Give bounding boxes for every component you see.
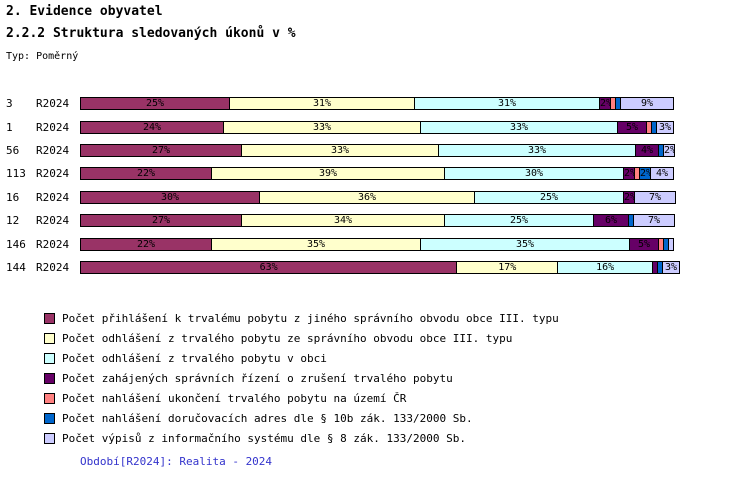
- bar-segment: 4%: [650, 167, 674, 181]
- legend-label: Počet výpisů z informačního systému dle …: [62, 431, 466, 445]
- bar-segment: 7%: [633, 214, 675, 228]
- bar-segment: 22%: [80, 237, 212, 251]
- bar-segment: 33%: [420, 120, 618, 134]
- bar-segment: 5%: [629, 237, 659, 251]
- bar-row: 1 R2024 24% 33% 33% 5% 3%: [6, 115, 680, 138]
- row-period-label: R2024: [36, 120, 70, 134]
- bar-segment: 2%: [623, 190, 635, 204]
- bar-segment: 27%: [80, 143, 242, 157]
- row-period-label: R2024: [36, 97, 70, 111]
- legend-item: Počet nahlášení ukončení trvalého pobytu…: [44, 388, 559, 408]
- row-period-label: R2024: [36, 190, 70, 204]
- legend-swatch: [44, 352, 55, 364]
- bar-segment: 30%: [80, 190, 260, 204]
- bar-segment: 4%: [635, 143, 659, 157]
- legend-swatch: [44, 432, 55, 444]
- bar-segment: 33%: [438, 143, 636, 157]
- bar-segment: 6%: [593, 214, 629, 228]
- bar-segment: 33%: [223, 120, 421, 134]
- legend-item: Počet odhlášení z trvalého pobytu ze spr…: [44, 328, 559, 348]
- bar-segment: 3%: [656, 120, 674, 134]
- bar-row: 12 R2024 27% 34% 25% 6% 7%: [6, 209, 680, 232]
- row-category-label: 16: [6, 190, 20, 204]
- legend-item: Počet nahlášení doručovacích adres dle §…: [44, 408, 559, 428]
- stacked-bar: 22% 35% 35% 5%: [80, 237, 680, 251]
- bar-row: 144 R2024 63% 17% 16% 3%: [6, 256, 680, 279]
- bar-segment: 33%: [241, 143, 439, 157]
- bar-segment: 36%: [259, 190, 475, 204]
- legend-item: Počet zahájených správních řízení o zruš…: [44, 368, 559, 388]
- stacked-bar-chart: 3 R2024 25% 31% 31% 2% 9% 1 R2024 24% 33% 33% 5% 3% 56…: [6, 92, 680, 279]
- row-category-label: 113: [6, 167, 26, 181]
- row-category-label: 1: [6, 120, 13, 134]
- bar-segment: 35%: [211, 237, 421, 251]
- bar-segment: 27%: [80, 214, 242, 228]
- period-note: Období[R2024]: Realita - 2024: [80, 455, 273, 468]
- bar-segment: 34%: [241, 214, 445, 228]
- page-title: 2. Evidence obyvatel: [6, 4, 163, 19]
- bar-segment: 25%: [474, 190, 624, 204]
- stacked-bar: 30% 36% 25% 2% 7%: [80, 190, 680, 204]
- bar-segment: 25%: [444, 214, 594, 228]
- legend-swatch: [44, 332, 55, 344]
- bar-segment: [668, 237, 674, 251]
- chart-legend: Počet přihlášení k trvalému pobytu z jin…: [44, 308, 559, 448]
- bar-row: 3 R2024 25% 31% 31% 2% 9%: [6, 92, 680, 115]
- legend-label: Počet odhlášení z trvalého pobytu v obci: [62, 351, 327, 365]
- bar-row: 16 R2024 30% 36% 25% 2% 7%: [6, 186, 680, 209]
- bar-segment: 7%: [634, 190, 676, 204]
- stacked-bar: 24% 33% 33% 5% 3%: [80, 120, 680, 134]
- bar-row: 146 R2024 22% 35% 35% 5%: [6, 232, 680, 255]
- stacked-bar: 63% 17% 16% 3%: [80, 260, 680, 274]
- bar-segment: 5%: [617, 120, 647, 134]
- row-period-label: R2024: [36, 214, 70, 228]
- legend-label: Počet nahlášení ukončení trvalého pobytu…: [62, 391, 407, 405]
- legend-label: Počet nahlášení doručovacích adres dle §…: [62, 411, 473, 425]
- legend-label: Počet odhlášení z trvalého pobytu ze spr…: [62, 331, 513, 345]
- legend-swatch: [44, 312, 55, 324]
- legend-item: Počet výpisů z informačního systému dle …: [44, 428, 559, 448]
- bar-row: 113 R2024 22% 39% 30% 2% 2% 4%: [6, 162, 680, 185]
- row-category-label: 146: [6, 237, 26, 251]
- bar-segment: 31%: [229, 97, 415, 111]
- bar-segment: 24%: [80, 120, 224, 134]
- stacked-bar: 27% 33% 33% 4% 2%: [80, 143, 680, 157]
- bar-segment: 25%: [80, 97, 230, 111]
- row-period-label: R2024: [36, 143, 70, 157]
- bar-segment: 17%: [456, 260, 559, 274]
- row-category-label: 144: [6, 260, 26, 274]
- stacked-bar: 25% 31% 31% 2% 9%: [80, 97, 680, 111]
- legend-item: Počet přihlášení k trvalému pobytu z jin…: [44, 308, 559, 328]
- bar-segment: 31%: [414, 97, 600, 111]
- legend-item: Počet odhlášení z trvalého pobytu v obci: [44, 348, 559, 368]
- row-category-label: 3: [6, 97, 13, 111]
- legend-swatch: [44, 392, 55, 404]
- row-category-label: 12: [6, 214, 20, 228]
- bar-segment: 22%: [80, 167, 212, 181]
- row-period-label: R2024: [36, 167, 70, 181]
- chart-title: 2.2.2 Struktura sledovaných úkonů v %: [6, 26, 296, 41]
- legend-label: Počet zahájených správních řízení o zruš…: [62, 371, 453, 385]
- row-period-label: R2024: [36, 237, 70, 251]
- bar-segment: 39%: [211, 167, 445, 181]
- bar-segment: 63%: [80, 260, 458, 274]
- bar-segment: 2%: [663, 143, 675, 157]
- legend-swatch: [44, 412, 55, 424]
- row-category-label: 56: [6, 143, 20, 157]
- stacked-bar: 27% 34% 25% 6% 7%: [80, 214, 680, 228]
- bar-segment: 9%: [620, 97, 674, 111]
- row-period-label: R2024: [36, 260, 70, 274]
- bar-row: 56 R2024 27% 33% 33% 4% 2%: [6, 139, 680, 162]
- bar-segment: 30%: [444, 167, 624, 181]
- chart-type-label: Typ: Poměrný: [6, 51, 79, 62]
- bar-segment: 3%: [662, 260, 680, 274]
- bar-segment: 16%: [557, 260, 654, 274]
- bar-segment: 35%: [420, 237, 630, 251]
- stacked-bar: 22% 39% 30% 2% 2% 4%: [80, 167, 680, 181]
- legend-label: Počet přihlášení k trvalému pobytu z jin…: [62, 311, 559, 325]
- legend-swatch: [44, 372, 55, 384]
